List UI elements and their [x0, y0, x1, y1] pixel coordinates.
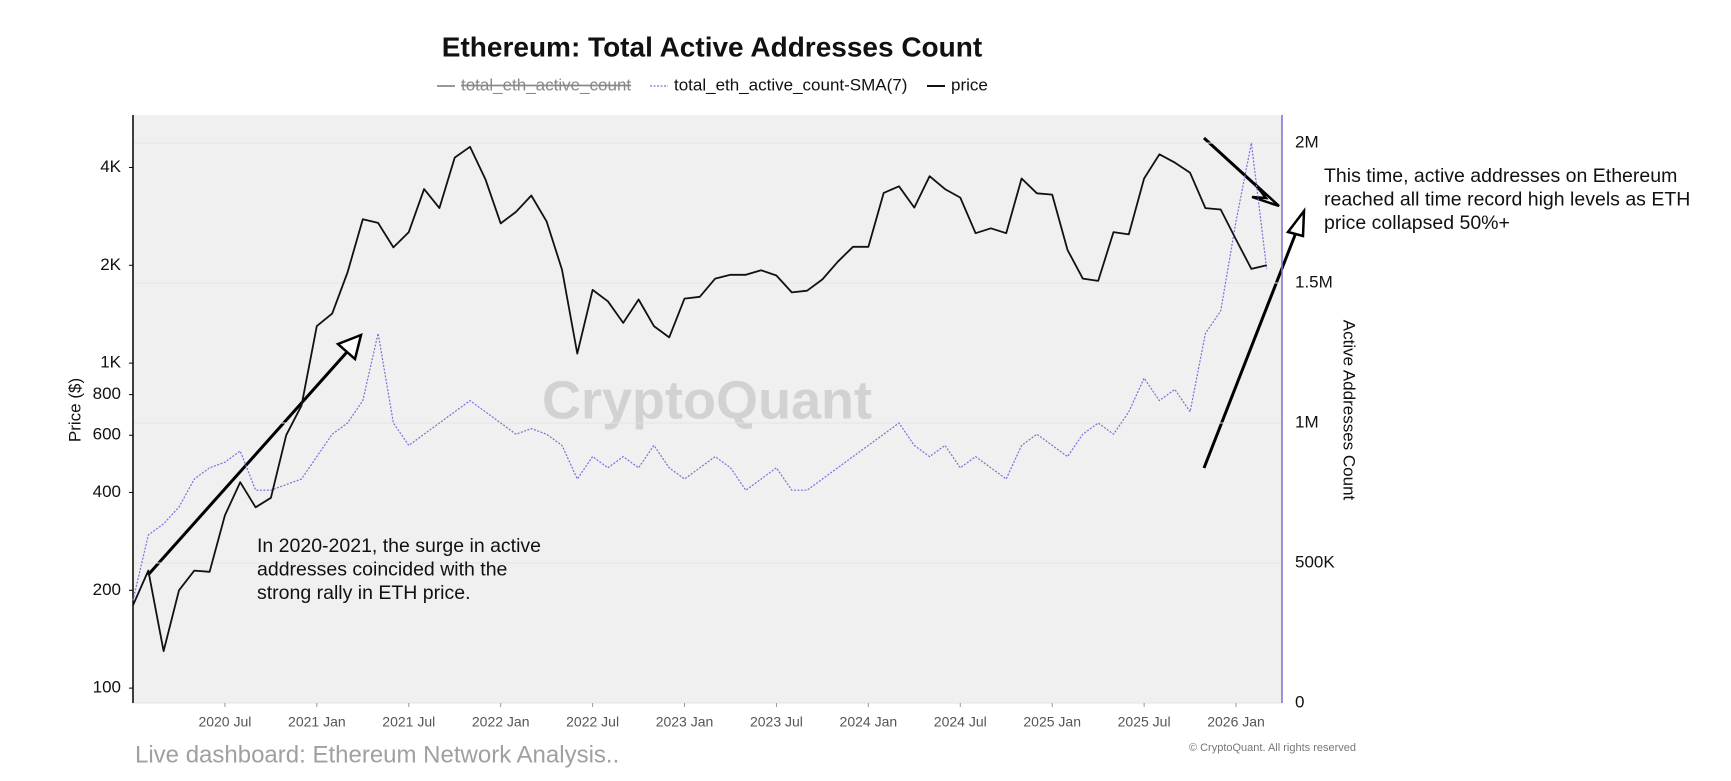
chart-title: Ethereum: Total Active Addresses Count	[442, 31, 982, 62]
annotation: In 2020-2021, the surge in active	[257, 535, 541, 557]
y2-tick-label: 1.5M	[1295, 272, 1333, 291]
x-tick-label: 2025 Jul	[1118, 714, 1171, 730]
series-line	[132, 142, 1268, 601]
annotation: addresses coincided with the	[257, 559, 507, 581]
y2-tick-label: 1M	[1295, 412, 1319, 431]
arrowhead	[1251, 183, 1280, 208]
y2-tick-label: 0	[1295, 692, 1304, 711]
arrow	[146, 351, 349, 576]
x-tick-label: 2022 Jan	[472, 714, 530, 730]
x-tick-label: 2022 Jul	[566, 714, 619, 730]
x-tick-label: 2025 Jan	[1023, 714, 1081, 730]
legend-item: price	[927, 75, 988, 94]
plot-background	[133, 115, 1282, 703]
annotation: This time, active addresses on Ethereum	[1324, 165, 1677, 187]
legend-item: total_eth_active_count	[437, 75, 631, 94]
x-tick-label: 2023 Jul	[750, 714, 803, 730]
x-tick-label: 2021 Jul	[382, 714, 435, 730]
annotation: strong rally in ETH price.	[257, 582, 470, 604]
footer: Live dashboard: Ethereum Network Analysi…	[135, 741, 619, 768]
annotation: price collapsed 50%+	[1324, 212, 1510, 234]
y-tick-label: 200	[93, 580, 121, 599]
y-tick-label: 1K	[100, 353, 121, 372]
y2-tick-label: 2M	[1295, 132, 1319, 151]
y2-tick-label: 500K	[1295, 552, 1335, 571]
legend-item: total_eth_active_count-SMA(7)	[650, 75, 907, 94]
x-tick-label: 2024 Jan	[840, 714, 898, 730]
x-tick-label: 2021 Jan	[288, 714, 346, 730]
arrowhead	[1285, 207, 1306, 238]
x-tick-label: 2020 Jul	[198, 714, 251, 730]
annotation: reached all time record high levels as E…	[1324, 189, 1690, 211]
y2-axis-title: Active Addresses Count	[1340, 320, 1359, 501]
y-tick-label: 100	[93, 678, 121, 697]
series-line	[132, 145, 1267, 652]
legend-label: price	[951, 75, 988, 94]
x-tick-label: 2024 Jul	[934, 714, 987, 730]
arrowhead	[335, 332, 363, 362]
legend-label: total_eth_active_count	[461, 75, 631, 94]
y-tick-label: 800	[93, 384, 121, 403]
y-axis-title: Price ($)	[65, 378, 84, 442]
watermark: CryptoQuant	[542, 370, 872, 430]
annotation-arrows	[146, 136, 1306, 576]
x-tick-label: 2026 Jan	[1207, 714, 1265, 730]
x-tick-label: 2023 Jan	[656, 714, 714, 730]
legend-label: total_eth_active_count-SMA(7)	[674, 75, 907, 94]
y-tick-label: 600	[93, 425, 121, 444]
copyright: © CryptoQuant. All rights reserved	[1189, 742, 1356, 754]
y-tick-label: 2K	[100, 255, 121, 274]
y-tick-label: 4K	[100, 157, 121, 176]
y-tick-label: 400	[93, 482, 121, 501]
arrow	[1202, 136, 1264, 193]
